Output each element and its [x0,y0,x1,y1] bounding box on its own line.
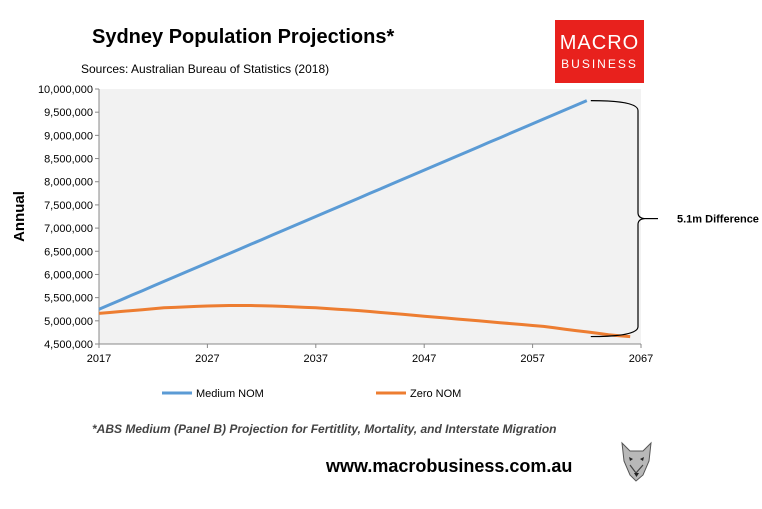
y-tick-label: 8,000,000 [44,177,93,189]
y-tick-label: 9,000,000 [44,130,93,142]
y-axis-label: Annual [11,191,28,242]
logo-line-2: BUSINESS [561,57,638,71]
y-tick-label: 6,000,000 [44,269,93,281]
x-tick-label: 2047 [412,353,436,365]
x-tick-label: 2027 [195,353,219,365]
x-tick-label: 2067 [629,353,653,365]
chart-annotation: 5.1m Difference [590,99,759,338]
website-url: www.macrobusiness.com.au [326,456,573,476]
zero-nom-line [98,304,631,339]
chart-legend: Medium NOM Zero NOM [162,388,461,400]
y-tick-label: 10,000,000 [38,84,93,96]
y-tick-label: 7,500,000 [44,200,93,212]
x-tick-label: 2037 [304,353,328,365]
legend-label: Medium NOM [196,388,264,400]
y-tick-label: 5,000,000 [44,316,93,328]
y-tick-label: 7,000,000 [44,223,93,235]
footnote: *ABS Medium (Panel B) Projection for Fer… [92,422,557,436]
x-tick-label: 2057 [520,353,544,365]
legend-label: Zero NOM [410,388,461,400]
y-tick-label: 6,500,000 [44,246,93,258]
y-tick-label: 9,500,000 [44,107,93,119]
annotation-label: 5.1m Difference [677,214,759,226]
macrobusiness-logo: MACRO BUSINESS [555,20,644,83]
medium-nom-line [98,99,588,311]
y-tick-label: 8,500,000 [44,154,93,166]
source-note: Sources: Australian Bureau of Statistics… [81,62,330,76]
logo-line-1: MACRO [559,32,640,54]
x-tick-label: 2017 [87,353,111,365]
chart-title: Sydney Population Projections* [92,26,395,48]
chart-axes: 4,500,000 5,000,000 5,500,000 6,000,000 6,50… [11,84,653,365]
chart-series [98,99,631,339]
y-tick-label: 5,500,000 [44,293,93,305]
y-tick-label: 4,500,000 [44,339,93,351]
wolf-icon [618,437,655,482]
plot-area [99,89,641,344]
